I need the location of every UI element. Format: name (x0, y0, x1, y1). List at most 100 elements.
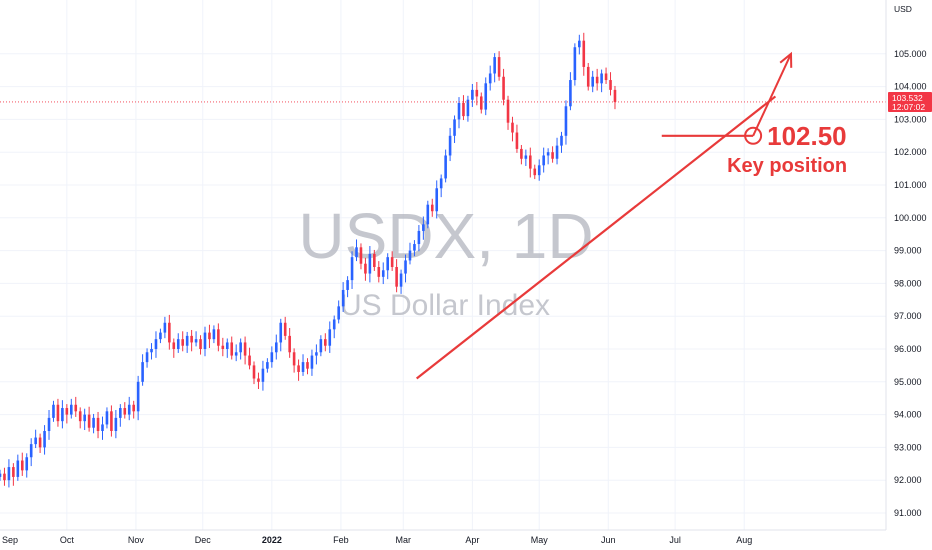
candle-body (61, 408, 64, 422)
price-tick-label: 95.000 (894, 377, 922, 387)
price-tick-label: 97.000 (894, 311, 922, 321)
candle-body (105, 411, 109, 425)
candle-body (141, 362, 144, 382)
candle-body (591, 76, 594, 87)
price-tick-label: 104.000 (894, 82, 927, 92)
price-tick-label: 105.000 (894, 49, 927, 59)
candle-body (533, 168, 537, 176)
candle-body (475, 89, 479, 97)
candle-body (578, 40, 581, 48)
candle-body (417, 230, 421, 245)
candle-body (168, 322, 171, 343)
candle-body (515, 132, 519, 149)
arrow-head (779, 51, 793, 68)
candle-body (96, 417, 100, 431)
candle-body (136, 381, 140, 412)
candle-body (582, 40, 586, 67)
chart-grid (0, 0, 886, 530)
candle-body (3, 473, 6, 481)
candle-body (248, 355, 251, 366)
price-tick-label: 92.000 (894, 475, 922, 485)
time-tick-label: 2022 (262, 535, 282, 545)
candle-body (359, 247, 363, 264)
candle-body (444, 155, 447, 179)
candle-body (422, 224, 425, 231)
candle-body (493, 57, 496, 74)
candle-body (20, 460, 24, 471)
candle-body (199, 339, 202, 349)
price-tick-label: 103.000 (894, 114, 927, 124)
candle-body (529, 155, 532, 169)
candle-body (92, 417, 95, 428)
candle-body (479, 96, 483, 110)
candle-body (408, 250, 412, 261)
drawings[interactable] (0, 51, 886, 380)
candle-body (261, 368, 265, 382)
time-tick-label: Jun (601, 535, 616, 545)
candle-body (257, 378, 260, 382)
candle-body (395, 267, 398, 287)
candle-body (70, 404, 73, 415)
candle-body (350, 257, 354, 281)
candle-body (364, 263, 367, 274)
candle-body (506, 99, 510, 123)
candle-body (399, 273, 403, 287)
candle-body (172, 342, 176, 349)
time-tick-label: Nov (128, 535, 145, 545)
candle-body (542, 155, 545, 166)
candle-body (56, 404, 60, 422)
key-level-circle[interactable] (744, 126, 763, 145)
candle-body (355, 247, 358, 258)
price-tick-label: 98.000 (894, 278, 922, 288)
candle-body (292, 352, 296, 366)
candle-body (101, 424, 104, 431)
candle-body (217, 329, 220, 346)
candle-body (221, 345, 225, 349)
candle-body (426, 204, 430, 225)
candle-body (114, 417, 118, 431)
price-tick-label: 94.000 (894, 410, 922, 420)
candle-body (435, 188, 439, 212)
candle-body (274, 342, 278, 353)
candle-body (301, 362, 305, 372)
price-tick-label: 93.000 (894, 442, 922, 452)
candle-body (390, 257, 394, 267)
candle-body (613, 89, 617, 102)
candle-body (52, 404, 55, 418)
last-price-value: 103.532 (892, 93, 923, 103)
candle-body (78, 411, 82, 422)
price-axis[interactable]: USD 91.000 92.000 93.000 94.000 95.000 96.000… (885, 0, 927, 530)
candle-body (604, 73, 608, 81)
candle-body (252, 365, 256, 379)
price-tick-label: 96.000 (894, 344, 922, 354)
candle-body (555, 145, 559, 159)
trendline[interactable] (415, 95, 777, 380)
candle-body (573, 47, 577, 81)
candle-body (373, 253, 376, 267)
candle-body (315, 352, 318, 356)
candle-body (324, 339, 327, 346)
candle-body (600, 73, 603, 84)
candle-body (83, 414, 86, 422)
candle-body (341, 289, 345, 307)
time-axis[interactable]: Sep Oct Nov Dec 2022 Feb Mar Apr May Jun Jul Aug (0, 529, 886, 545)
time-tick-label: Sep (2, 535, 18, 545)
time-tick-label: Apr (465, 535, 479, 545)
candle-body (185, 335, 189, 346)
candle-body (453, 119, 456, 136)
projection-arrow[interactable] (752, 53, 792, 137)
last-price-box: 103.532 12:07:02 (888, 91, 932, 112)
candle-body (310, 355, 314, 369)
candle-body (194, 339, 198, 343)
candle-body (488, 73, 492, 84)
candle-body (234, 352, 238, 356)
candle-body (471, 89, 474, 100)
candle-body (306, 362, 309, 369)
currency-label: USD (894, 4, 912, 14)
candle-body (332, 319, 336, 330)
candle-body (328, 329, 332, 346)
candle-body (29, 444, 33, 458)
candle-body (288, 335, 291, 353)
candle-body (283, 322, 287, 336)
